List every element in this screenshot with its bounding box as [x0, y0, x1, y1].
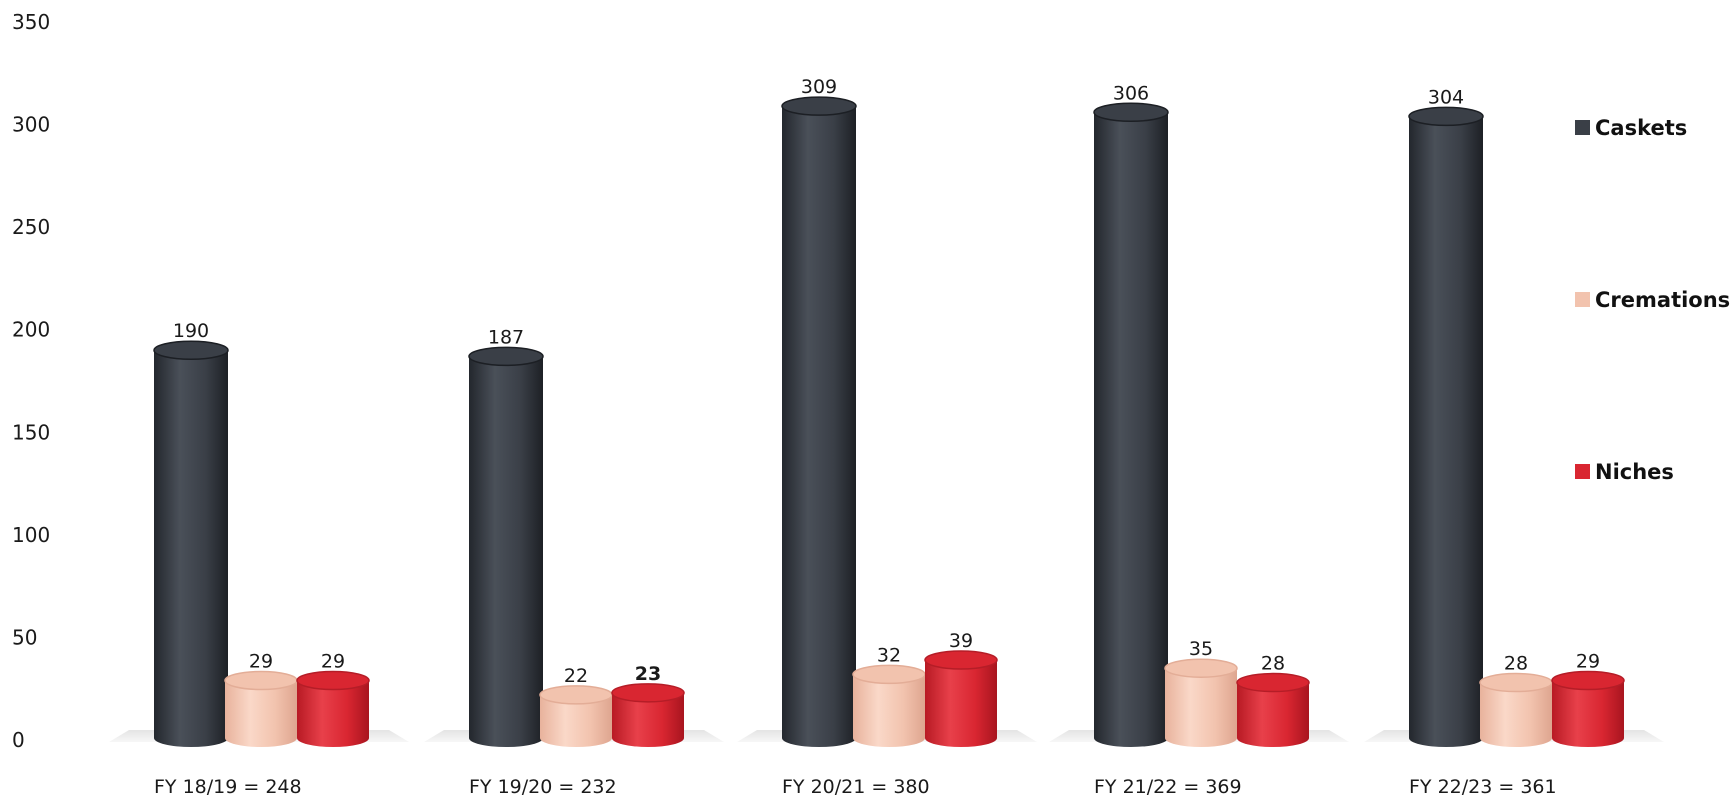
- bar-body: [1480, 682, 1552, 747]
- x-category-label: FY 22/23 = 361: [1409, 776, 1557, 798]
- bar-cremations: [852, 664, 926, 747]
- y-tick-label: 0: [12, 728, 25, 752]
- bar-niches: [1551, 670, 1625, 747]
- bar-top: [1479, 672, 1553, 693]
- legend-item-cremations: Cremations: [1575, 288, 1730, 312]
- bar-niches: [296, 670, 370, 747]
- bar-cremations: [224, 670, 298, 747]
- bar-top: [224, 670, 298, 691]
- data-label: 28: [1261, 653, 1285, 675]
- bar-body: [469, 356, 543, 747]
- x-category-label: FY 20/21 = 380: [782, 776, 930, 798]
- bar-caskets: [1408, 106, 1484, 747]
- bar-caskets: [1093, 102, 1169, 747]
- data-label: 309: [801, 76, 837, 98]
- bar-niches: [924, 650, 998, 747]
- bar-top: [539, 685, 613, 705]
- legend-swatch: [1575, 292, 1590, 307]
- bar-body: [1094, 112, 1168, 747]
- y-tick-label: 350: [12, 10, 50, 34]
- legend-label: Niches: [1595, 460, 1674, 484]
- x-category-label: FY 18/19 = 248: [154, 776, 302, 798]
- bar-body: [225, 680, 297, 747]
- bar-top: [924, 650, 998, 670]
- bar-body: [612, 692, 684, 747]
- data-label: 28: [1504, 653, 1528, 675]
- legend-item-caskets: Caskets: [1575, 116, 1687, 140]
- bar-body: [1552, 680, 1624, 747]
- legend-label: Caskets: [1595, 116, 1687, 140]
- data-label: 39: [949, 630, 973, 652]
- data-label: 29: [321, 651, 345, 673]
- y-axis: 0 50 100 150 200 250 300 350: [12, 10, 50, 752]
- data-label: 304: [1428, 86, 1464, 108]
- chart-legend: Caskets Cremations Niches: [1575, 116, 1730, 484]
- y-tick-label: 100: [12, 523, 50, 547]
- bar-top: [1551, 670, 1625, 691]
- legend-item-niches: Niches: [1575, 460, 1674, 484]
- y-tick-label: 150: [12, 420, 50, 444]
- bar-body: [297, 680, 369, 747]
- bar-top: [781, 96, 857, 116]
- x-axis: FY 18/19 = 248 FY 19/20 = 232 FY 20/21 = 3…: [154, 776, 1557, 798]
- y-tick-label: 200: [12, 318, 50, 342]
- bar-cremations: [539, 685, 613, 747]
- bar-niches: [611, 683, 685, 747]
- x-category-label: FY 19/20 = 232: [469, 776, 617, 798]
- y-tick-label: 250: [12, 215, 50, 239]
- bar-body: [540, 694, 612, 747]
- data-label: 22: [564, 665, 588, 687]
- bar-top: [296, 670, 370, 691]
- bar-top: [1093, 102, 1169, 123]
- bar-top: [611, 683, 685, 703]
- bar-top: [1408, 106, 1484, 127]
- data-label: 29: [1576, 651, 1600, 673]
- x-category-label: FY 21/22 = 369: [1094, 776, 1242, 798]
- bar-caskets: [781, 96, 857, 747]
- chart-bars: [153, 96, 1625, 747]
- bar-top: [852, 664, 926, 685]
- legend-label: Cremations: [1595, 288, 1730, 312]
- bar-body: [925, 659, 997, 747]
- legend-swatch: [1575, 464, 1590, 479]
- bar-top: [1164, 658, 1238, 678]
- value-labels: 190 29 29 187 22 23 309 32 39 306 35 28 304 28 29: [173, 76, 1600, 687]
- data-label: 35: [1189, 638, 1213, 660]
- bar-caskets: [153, 340, 229, 747]
- data-label: 187: [488, 326, 524, 348]
- y-tick-label: 300: [12, 113, 50, 137]
- data-label: 190: [173, 320, 209, 342]
- bar-top: [468, 346, 544, 367]
- bar-top: [1236, 672, 1310, 693]
- bar-body: [1409, 116, 1483, 747]
- bar-caskets: [468, 346, 544, 747]
- bar-cremations: [1479, 672, 1553, 747]
- data-label: 23: [635, 663, 661, 685]
- y-tick-label: 50: [12, 625, 37, 649]
- bar-cremations: [1164, 658, 1238, 747]
- legend-swatch: [1575, 120, 1590, 135]
- bar-body: [782, 106, 856, 747]
- bar-body: [1237, 682, 1309, 747]
- bar-body: [853, 674, 925, 747]
- bar-top: [153, 340, 229, 360]
- data-label: 29: [249, 651, 273, 673]
- data-label: 32: [877, 644, 901, 666]
- data-label: 306: [1113, 82, 1149, 104]
- bar-niches: [1236, 672, 1310, 747]
- bar-body: [154, 350, 228, 747]
- bar-body: [1165, 668, 1237, 747]
